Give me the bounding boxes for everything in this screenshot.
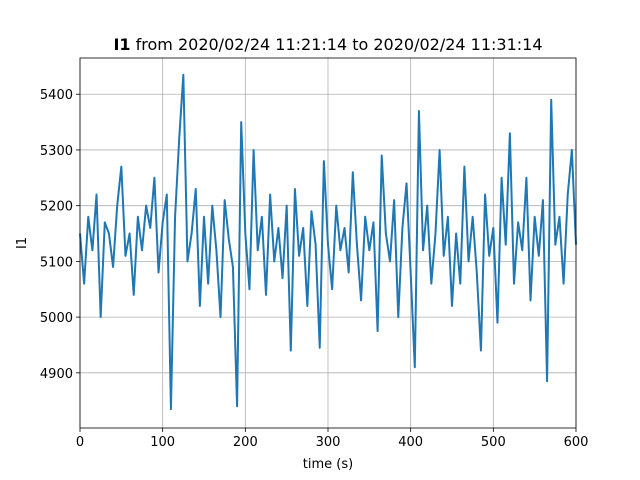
y-axis-label: I1 [15,237,30,249]
y-tick-label: 5200 [40,200,73,215]
x-tick-label: 500 [481,435,506,450]
data-line [79,73,577,411]
x-tick-label: 200 [233,435,258,450]
title-bold: I1 [113,35,130,54]
x-tick-label: 300 [316,435,341,450]
x-tick-label: 0 [76,435,84,450]
x-tick-label: 600 [564,435,589,450]
y-tick-label: 5000 [40,311,73,326]
y-tick-label: 5100 [40,255,73,270]
title-text: from 2020/02/24 11:21:14 to 2020/02/24 1… [136,35,543,54]
plot-frame [79,57,577,429]
x-tick-label: 100 [150,435,175,450]
x-tick-label: 400 [398,435,423,450]
y-tick-label: 4900 [40,367,73,382]
chart-title: I1 from 2020/02/24 11:21:14 to 2020/02/2… [113,35,542,54]
y-tick-label: 5300 [40,144,73,159]
x-axis-label: time (s) [303,457,353,472]
y-tick-label: 5400 [40,88,73,103]
